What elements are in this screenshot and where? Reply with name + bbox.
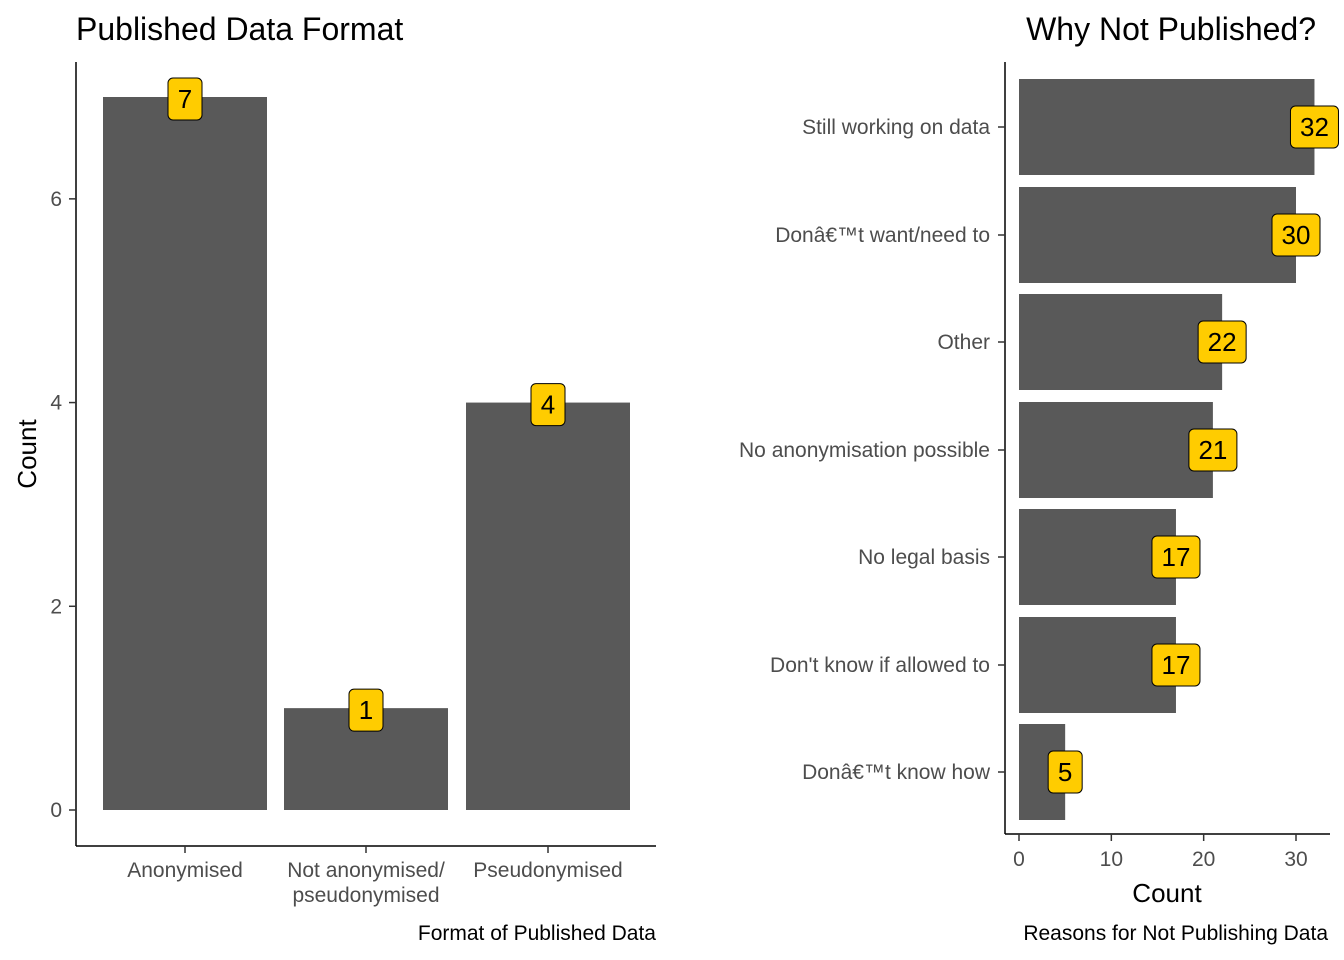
- right-bar-value-label: 21: [1198, 435, 1227, 465]
- left-y-tick-label: 6: [50, 188, 62, 211]
- right-x-tick-label: 20: [1192, 848, 1215, 871]
- right-chart-caption: Reasons for Not Publishing Data: [1023, 922, 1328, 945]
- left-chart-title: Published Data Format: [76, 11, 403, 47]
- left-bar-value-label: 4: [541, 390, 555, 420]
- right-y-tick-label: No legal basis: [858, 546, 990, 569]
- left-bar-value-label-box: [167, 77, 203, 121]
- right-bar-value-label-box: [1188, 428, 1238, 472]
- left-y-tick-label: 0: [50, 799, 62, 822]
- right-x-tick-label: 0: [1013, 848, 1025, 871]
- right-bar: [1019, 294, 1223, 390]
- left-bar-value-label-box: [530, 383, 566, 427]
- right-bar-value-label: 32: [1300, 112, 1329, 142]
- right-x-tick-label: 30: [1284, 848, 1307, 871]
- right-bar-value-label-box: [1289, 105, 1339, 149]
- right-y-tick-label: No anonymisation possible: [739, 439, 990, 462]
- right-bar: [1019, 509, 1176, 605]
- right-bar: [1019, 79, 1315, 175]
- left-chart-caption: Format of Published Data: [418, 922, 656, 945]
- right-bar-value-label: 17: [1162, 650, 1191, 680]
- left-x-tick-label: Not anonymised/: [287, 859, 445, 882]
- left-y-tick-label: 4: [50, 392, 62, 415]
- right-bar: [1019, 402, 1213, 498]
- left-bar-value-label: 1: [359, 695, 373, 725]
- left-bar-value-label-box: [348, 688, 384, 732]
- left-bar: [466, 402, 630, 810]
- right-x-axis-title: Count: [1132, 878, 1202, 908]
- right-y-tick-label: Other: [937, 331, 990, 354]
- right-bar: [1019, 617, 1176, 713]
- right-bar-value-label-box: [1197, 320, 1247, 364]
- right-y-tick-label: Donâ€™t want/need to: [775, 224, 990, 247]
- right-bar-value-label: 30: [1282, 220, 1311, 250]
- right-x-tick-label: 10: [1100, 848, 1123, 871]
- left-x-tick-label: Anonymised: [127, 859, 243, 882]
- right-bar: [1019, 187, 1296, 283]
- left-x-tick-label: Pseudonymised: [473, 859, 622, 882]
- right-bar-value-label: 17: [1162, 542, 1191, 572]
- right-y-tick-label: Still working on data: [802, 116, 990, 139]
- left-bar: [103, 97, 267, 810]
- right-bar-value-label-box: [1151, 643, 1201, 687]
- right-bar-value-label-box: [1047, 750, 1083, 794]
- left-y-tick-label: 2: [50, 595, 62, 618]
- left-y-axis-title: Count: [12, 419, 42, 489]
- right-y-tick-label: Don't know if allowed to: [770, 654, 990, 677]
- right-bar-value-label: 5: [1058, 757, 1072, 787]
- right-bar-value-label: 22: [1208, 327, 1237, 357]
- left-x-tick-label: pseudonymised: [292, 884, 439, 907]
- right-y-tick-label: Donâ€™t know how: [802, 761, 991, 784]
- left-bar-value-label: 7: [178, 84, 192, 114]
- right-bar-value-label-box: [1271, 213, 1321, 257]
- right-bar-value-label-box: [1151, 535, 1201, 579]
- right-chart-title: Why Not Published?: [1026, 11, 1316, 47]
